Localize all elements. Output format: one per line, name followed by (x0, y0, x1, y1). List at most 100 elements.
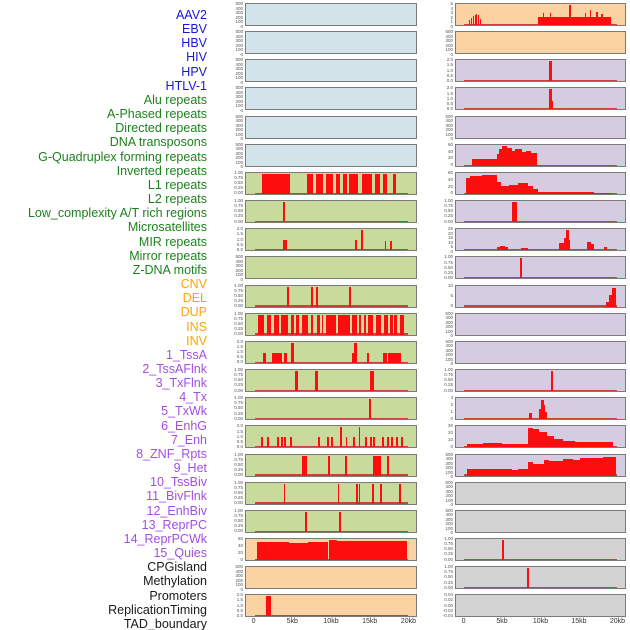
data-bar (272, 352, 277, 363)
data-bar (531, 152, 538, 166)
y-tick-label: 30 (447, 423, 453, 429)
y-tick-label: 0.25 (444, 269, 453, 275)
y-tick-label: 60 (447, 169, 453, 175)
y-tick-label: 0.00 (234, 190, 243, 196)
data-bar (316, 286, 319, 307)
track-label-aav2: AAV2 (175, 8, 207, 22)
y-axis-ticks-hpv: 500 400 300 200 100 0 (211, 114, 243, 142)
y-tick-label: 400 (235, 5, 243, 11)
y-tick-label: 0 (240, 107, 243, 113)
data-bar (502, 146, 508, 166)
y-tick-label: 300 (445, 38, 453, 44)
y-tick-label: 100 (235, 47, 243, 53)
data-bar (345, 437, 348, 448)
y-tick-label: 0.50 (444, 546, 453, 552)
panel-aav2 (245, 3, 417, 26)
y-tick-label: 0.25 (234, 523, 243, 529)
y-tick-label: -0.02 (442, 607, 453, 613)
panel-l2-repeats (245, 369, 417, 393)
data-bar (538, 17, 612, 25)
y-tick-label: 0 (240, 79, 243, 85)
data-bar (563, 458, 574, 476)
data-bar (340, 427, 343, 448)
y-tick-label: 0 (450, 23, 453, 29)
data-bar (311, 314, 314, 335)
data-bar (469, 175, 482, 194)
y-tick-label: 3 (450, 10, 453, 15)
data-bar (399, 314, 405, 335)
y-tick-label: 0.50 (444, 208, 453, 214)
panel-z-dna-motifs (245, 509, 417, 533)
y-tick-label: 0.04 (444, 592, 453, 598)
baseline (464, 389, 617, 392)
data-bar (353, 437, 356, 448)
baseline (254, 615, 408, 617)
data-bar (400, 437, 403, 448)
data-bar (317, 314, 320, 335)
data-bar (283, 483, 286, 504)
y-tick-label: 100 (445, 497, 453, 503)
y-tick-label: 100 (445, 131, 453, 137)
y-tick-label: 0 (450, 136, 453, 142)
y-tick-label: 20 (237, 549, 243, 555)
track-label-10-tssbiv: 10_TssBiv (150, 475, 207, 490)
data-bar (329, 540, 338, 561)
y-tick-label: 2.0 (236, 592, 243, 598)
y-axis-ticks-methylation: 500 400 300 200 100 0 (421, 508, 453, 535)
y-tick-label: 100 (445, 356, 453, 362)
y-tick-label: 0 (450, 443, 453, 449)
y-axis-ticks-del: 500 400 300 200 100 0 (211, 565, 243, 592)
data-bar (554, 439, 564, 448)
panel-5-txwk (455, 171, 626, 195)
y-tick-label: 0 (450, 303, 453, 309)
y-tick-label: 0.50 (234, 377, 243, 383)
x-tick-label: 5kb (286, 618, 298, 625)
y-axis-ticks-dup: 2.0 1.5 1.0 0.5 0.0 (211, 593, 243, 618)
panel-6-enhg (455, 200, 626, 224)
baseline (254, 502, 408, 504)
data-bar (500, 245, 505, 251)
y-tick-label: 300 (445, 122, 453, 128)
data-bar (549, 13, 552, 25)
y-axis-ticks-ebv: 500 400 300 200 100 0 (211, 30, 243, 57)
y-tick-label: 60 (447, 141, 453, 147)
data-bar (308, 542, 328, 561)
panel-hiv (245, 87, 417, 111)
data-bar (321, 314, 324, 335)
data-bar (349, 173, 358, 194)
y-tick-label: 0.50 (234, 208, 243, 214)
data-bar (325, 314, 337, 335)
y-axis-ticks-8-znf-rpts: 1.00 0.75 0.50 0.25 0.00 (421, 255, 453, 280)
data-bar (472, 159, 498, 166)
panel-dup (245, 594, 417, 618)
y-tick-label: 0.75 (234, 315, 243, 321)
data-bar (262, 173, 290, 194)
y-tick-label: 200 (235, 14, 243, 20)
panel-3-txflnk (455, 115, 626, 139)
y-tick-label: 20 (447, 183, 453, 189)
track-label-7-enh: 7_Enh (170, 432, 207, 447)
data-bar (573, 459, 581, 476)
data-bar (358, 427, 361, 448)
y-axis-ticks-alu-repeats: 1.00 0.75 0.50 0.25 0.00 (211, 170, 243, 196)
y-tick-label: 400 (235, 568, 243, 574)
y-tick-label: 500 (235, 1, 243, 6)
x-tick-label: 15kb (571, 618, 587, 625)
track-label-promoters: Promoters (149, 588, 207, 603)
track-label-dna-transposons: DNA transposons (109, 135, 207, 150)
panel-7-enh (455, 228, 626, 252)
y-tick-label: 0 (240, 136, 243, 142)
data-bar (257, 314, 264, 335)
track-label-hiv: HIV (186, 50, 207, 65)
track-label-cnv: CNV (180, 277, 207, 292)
y-axis-ticks-10-tssbiv: 500 400 300 200 100 0 (421, 311, 453, 338)
y-axis-ticks-a-phased-repeats: 1.00 0.75 0.50 0.25 0.00 (211, 199, 243, 224)
y-tick-label: 4 (450, 5, 453, 11)
y-tick-label: 500 (445, 29, 453, 35)
panel-dna-transposons (245, 256, 417, 280)
baseline (464, 558, 617, 561)
y-tick-label: 200 (235, 70, 243, 76)
data-bar (280, 314, 289, 335)
data-bar (593, 192, 612, 194)
data-bar (283, 352, 287, 363)
